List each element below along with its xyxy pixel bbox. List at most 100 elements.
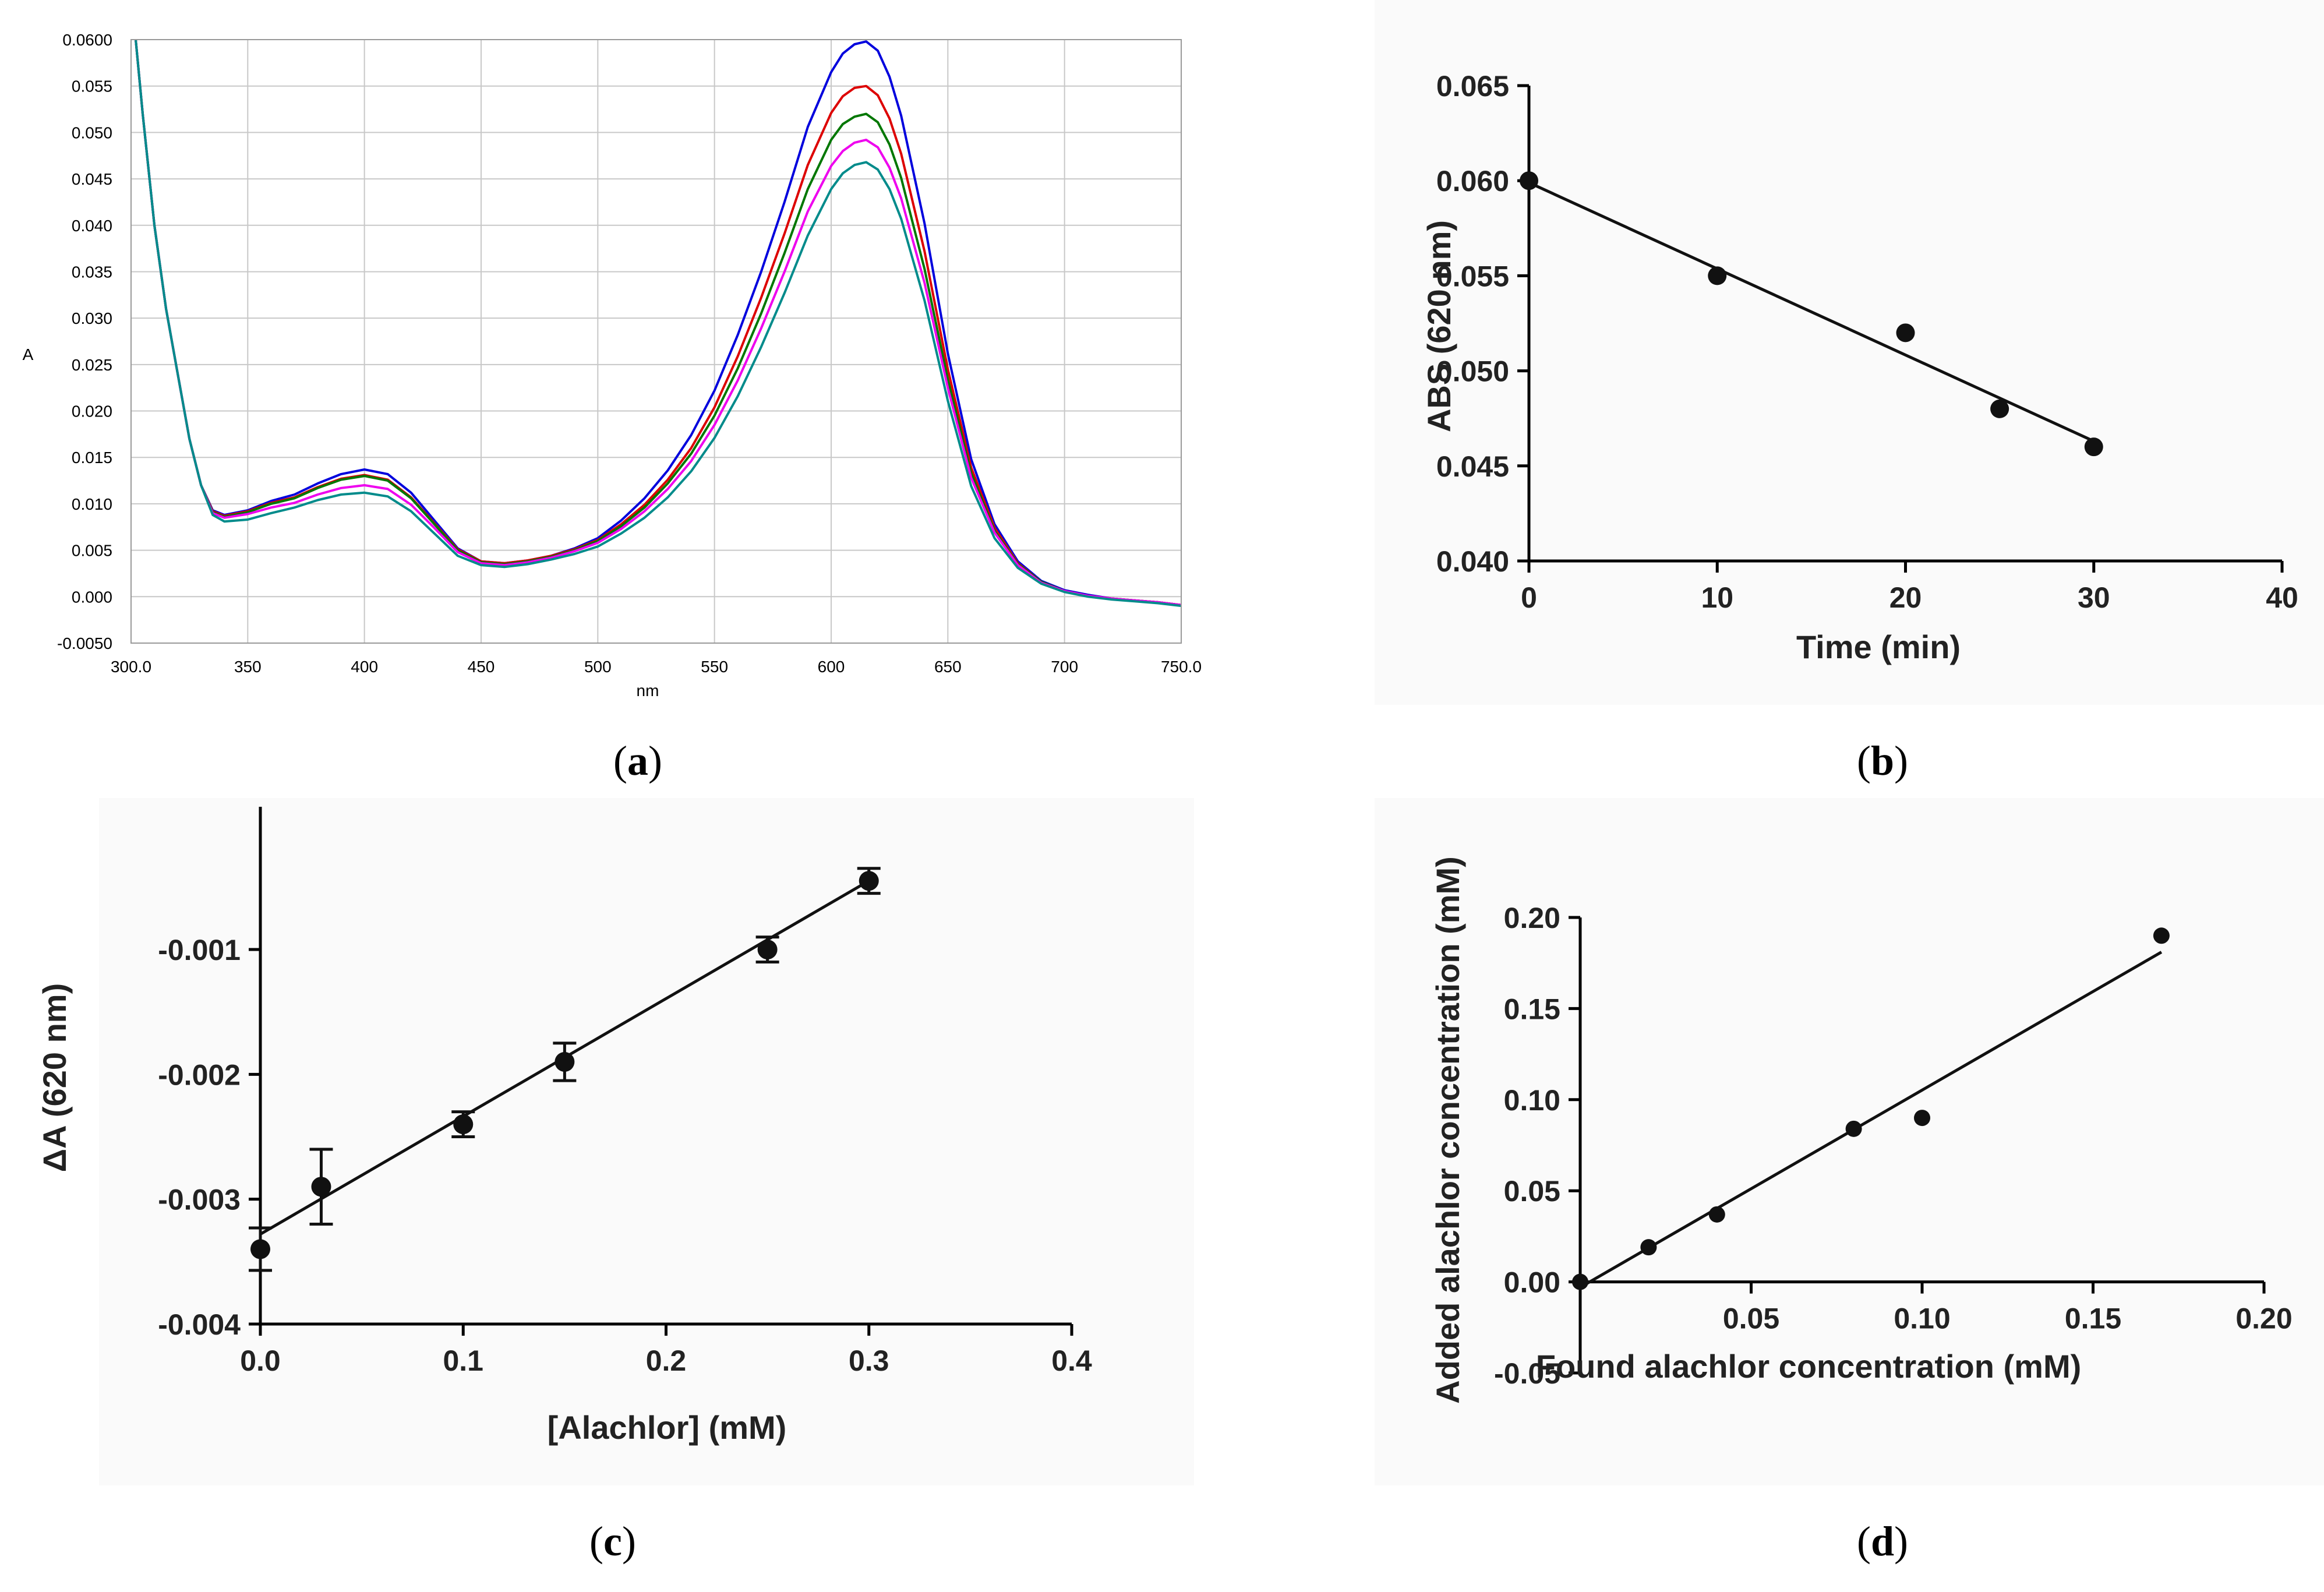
x-tick-label: 0.3 xyxy=(849,1344,889,1377)
x-tick-label: 0.1 xyxy=(443,1344,483,1377)
panel-c-calibration-chart: 0.0 0.1 0.2 0.3 0.4-0.004-0.003-0.002-0.001 … xyxy=(36,798,1194,1485)
panel-a-x-tick-label: 700 xyxy=(1051,658,1078,676)
fit-line xyxy=(1528,181,2095,443)
panel-a-series xyxy=(134,40,1181,608)
panel-a-y-tick-label: 0.0600 xyxy=(62,31,112,49)
panel-a-x-tick-label: 600 xyxy=(818,658,845,676)
panel-a-x-tick-label: 550 xyxy=(701,658,728,676)
y-tick-label: -0.002 xyxy=(158,1058,241,1091)
panel-a-x-tick-label: 300.0 xyxy=(111,658,151,676)
x-tick-label: 0.05 xyxy=(1723,1302,1779,1335)
panel-b-y-axis-label: ABS (620 nm) xyxy=(1421,220,1457,432)
panel-c-x-axis-label: [Alachlor] (mM) xyxy=(548,1409,787,1446)
y-tick-label: 0.055 xyxy=(1436,260,1509,292)
y-tick-label: 0.15 xyxy=(1504,993,1560,1025)
panel-d-x-axis-label: Found alachlor concentration (mM) xyxy=(1536,1348,2081,1385)
data-point xyxy=(1914,1110,1930,1127)
data-point xyxy=(250,1239,270,1259)
panel-b-x-axis-label: Time (min) xyxy=(1796,629,1961,665)
x-tick-label: 10 xyxy=(1701,581,1733,614)
data-point xyxy=(1520,171,1538,190)
x-tick-label: 0.10 xyxy=(1894,1302,1950,1335)
panel-d-y-axis-label: Added alachlor concentration (mM) xyxy=(1429,856,1466,1404)
y-tick-label: 0.10 xyxy=(1504,1084,1560,1117)
panel-a-y-tick-label: 0.040 xyxy=(72,217,112,235)
panel-a-y-tick-label: 0.005 xyxy=(72,542,112,560)
panel-a-y-tick-label: -0.0050 xyxy=(57,634,112,652)
data-point xyxy=(1572,1273,1588,1290)
data-point xyxy=(1845,1120,1862,1137)
panel-a-x-axis-label: nm xyxy=(637,682,659,700)
x-tick-label: 0.4 xyxy=(1051,1344,1092,1377)
caption-b: (b) xyxy=(1857,737,1908,784)
y-tick-label: -0.001 xyxy=(158,934,241,966)
panel-a-x-tick-label: 450 xyxy=(468,658,495,676)
caption-d: (d) xyxy=(1857,1518,1908,1565)
x-tick-label: 0.0 xyxy=(240,1344,281,1377)
panel-a-spectra-chart: 300.0 350 400 450 500 550 600 650 700 750.0 -0.00… xyxy=(23,31,1202,700)
panel-a-series-line-4 xyxy=(134,40,1181,606)
panel-a-y-tick-label: 0.015 xyxy=(72,449,112,467)
data-point xyxy=(1708,1206,1725,1223)
panel-a-x-tick-label: 650 xyxy=(934,658,962,676)
panel-a-grid xyxy=(130,39,1182,644)
data-point xyxy=(453,1114,474,1135)
panel-a-x-tick-label: 350 xyxy=(234,658,262,676)
panel-a-y-tick-labels: -0.0050 0.000 0.005 0.010 0.015 0.020 0.025 0.0… xyxy=(57,31,112,652)
data-point xyxy=(1640,1239,1657,1256)
panel-a-series-line-5 xyxy=(134,40,1181,608)
panel-a-y-tick-label: 0.010 xyxy=(72,495,112,513)
panel-b-plot-area: 0 10 20 30 40 0.040 0.045 0.050 0.055 0.060 0.065 xyxy=(1436,70,2298,614)
caption-a: (a) xyxy=(613,737,662,784)
panel-a-y-tick-label: 0.045 xyxy=(72,170,112,188)
y-tick-label: 0.050 xyxy=(1436,355,1509,388)
panel-a-x-tick-label: 750.0 xyxy=(1161,658,1202,676)
panel-a-x-tick-label: 400 xyxy=(351,658,378,676)
x-tick-label: 20 xyxy=(1889,581,1922,614)
panel-a-series-line-1 xyxy=(134,40,1181,606)
y-tick-label: 0.045 xyxy=(1436,450,1509,483)
y-tick-label: -0.004 xyxy=(158,1308,241,1341)
y-tick-label: 0.05 xyxy=(1504,1175,1560,1208)
y-tick-label: -0.003 xyxy=(158,1184,241,1216)
panel-b-abs-time-chart: 0 10 20 30 400.0400.0450.0500.0550.0600.065 … xyxy=(1375,0,2324,705)
panel-d-plot-area: 0.05 0.10 0.15 0.20 -0.05 0.00 0.05 0.10 0.15 0.2… xyxy=(1494,902,2293,1390)
panel-a-y-tick-label: 0.035 xyxy=(72,263,112,281)
x-tick-label: 0.2 xyxy=(646,1344,687,1377)
panel-a-y-tick-label: 0.055 xyxy=(72,77,112,96)
y-tick-label: 0.00 xyxy=(1504,1266,1560,1299)
data-point xyxy=(859,871,879,891)
x-tick-label: 0.15 xyxy=(2065,1302,2121,1335)
panel-a-y-tick-label: 0.050 xyxy=(72,123,112,142)
panel-c-y-axis-label: ΔA (620 nm) xyxy=(36,983,73,1172)
y-tick-label: 0.040 xyxy=(1436,545,1509,578)
data-point xyxy=(2153,927,2170,944)
panel-d-recovery-chart: 0.05 0.10 0.15 0.20 -0.05 0.00 0.05 0.10 0.15 0.2… xyxy=(1375,798,2324,1485)
data-point xyxy=(1990,399,2009,418)
panel-a-y-tick-label: 0.030 xyxy=(72,309,112,327)
x-tick-label: 0.20 xyxy=(2235,1302,2292,1335)
x-tick-label: 30 xyxy=(2078,581,2110,614)
data-point xyxy=(1896,323,1915,343)
data-point xyxy=(2084,437,2103,457)
fit-line xyxy=(1579,951,2163,1289)
panel-a-y-tick-label: 0.000 xyxy=(72,588,112,606)
y-tick-label: 0.20 xyxy=(1504,902,1560,934)
x-tick-label: 0 xyxy=(1521,581,1537,614)
data-point xyxy=(554,1051,575,1072)
panel-a-x-tick-label: 500 xyxy=(584,658,612,676)
panel-a-y-tick-label: 0.020 xyxy=(72,403,112,421)
data-point xyxy=(311,1177,331,1197)
y-tick-label: 0.060 xyxy=(1436,165,1509,197)
caption-c: (c) xyxy=(589,1518,636,1565)
panel-a-x-tick-labels: 300.0 350 400 450 500 550 600 650 700 750.0 xyxy=(111,658,1202,676)
panel-c-plot-area: 0.0 0.1 0.2 0.3 0.4 -0.004 -0.003 -0.002 -0.001 xyxy=(158,807,1092,1377)
panel-a-series-line-2 xyxy=(134,40,1181,606)
data-point xyxy=(1708,266,1727,285)
panel-a-y-axis-label: A xyxy=(23,345,34,363)
data-point xyxy=(757,940,778,960)
panel-a-y-tick-label: 0.025 xyxy=(72,356,112,374)
panel-a-plot-frame xyxy=(130,39,1182,644)
panel-a-series-line-3 xyxy=(134,40,1181,606)
